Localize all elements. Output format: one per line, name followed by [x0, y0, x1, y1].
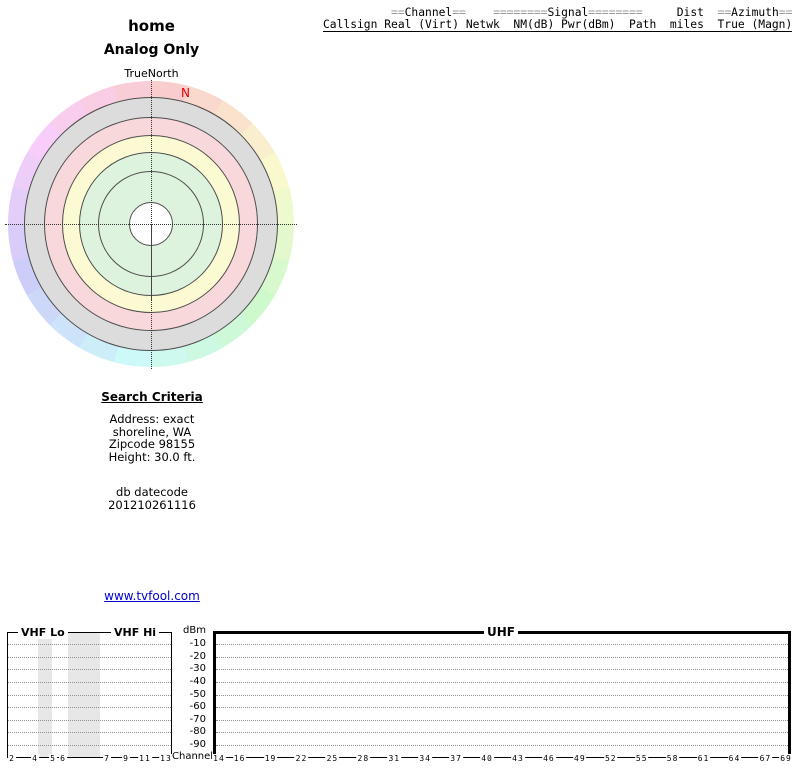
channel-tick: 52	[603, 754, 618, 763]
channel-tick: 13	[159, 754, 173, 763]
magnetic-north-label: N	[181, 86, 190, 100]
station-table-header: ==Channel== ========Signal======== Dist …	[323, 7, 792, 32]
vhf-hi-label: VHF Hi	[111, 626, 160, 639]
channel-tick: 16	[232, 754, 247, 763]
dbm-gridline	[216, 681, 788, 683]
dbm-gridline	[216, 745, 788, 747]
search-criteria-address: Address: exact	[109, 412, 195, 426]
vhf-lo-label: VHF Lo	[18, 626, 68, 639]
vhf-panel: VHF Lo VHF Hi 2 4 5 6 7 9 11 13	[7, 626, 173, 763]
dbm-gridline	[216, 707, 788, 709]
channel-tick: 31	[387, 754, 402, 763]
dbm-gridline	[216, 656, 788, 658]
channel-tick: 14	[212, 754, 226, 763]
dbm-tick-label: -50	[189, 688, 206, 700]
channel-tick: 19	[263, 754, 278, 763]
channel-tick: 49	[573, 754, 587, 763]
channel-tick: 7	[103, 754, 111, 763]
channel-tick: 55	[634, 754, 649, 763]
db-datecode-value: 201210261116	[108, 497, 196, 512]
page-title: home	[128, 17, 175, 35]
col-group-azimuth: Azimuth	[731, 6, 779, 19]
channel-tick: 6	[59, 754, 67, 763]
channel-tick: 67	[758, 754, 773, 763]
dbm-gridline	[8, 745, 171, 747]
db-datecode-label: db datecode	[116, 485, 188, 499]
signal-eq-right: ========	[588, 6, 643, 19]
dbm-gridline	[8, 644, 171, 645]
channel-tick: 37	[449, 754, 463, 763]
dbm-gridline	[8, 707, 171, 709]
db-datecode-block: db datecode 201210261116	[52, 486, 252, 511]
channel-tick: 4	[31, 754, 39, 763]
dbm-tick-label: -60	[189, 701, 206, 713]
channel-tick: 2	[8, 754, 16, 763]
dbm-unit-label: dBm	[183, 625, 206, 636]
uhf-label: UHF	[484, 625, 518, 639]
dbm-tick-label: -20	[189, 650, 206, 662]
azimuth-eq-right: ==	[778, 6, 793, 19]
channel-tick: 46	[542, 754, 556, 763]
table-header-group-row: ==Channel== ========Signal======== Dist …	[323, 7, 792, 19]
dbm-gridline	[8, 681, 171, 683]
channel-tick: 69	[779, 754, 793, 763]
search-criteria-section: Search Criteria Address: exact shoreline…	[52, 390, 252, 464]
dbm-tick-label: -80	[189, 726, 206, 738]
tvfool-link[interactable]: www.tvfool.com	[104, 589, 200, 603]
channel-tick: 28	[356, 754, 371, 763]
channel-tick: 58	[665, 754, 680, 763]
table-column-labels: Callsign Real (Virt) Netwk NM(dB) Pwr(dB…	[323, 17, 793, 32]
dbm-gridline	[8, 694, 171, 696]
channel-tick: 64	[727, 754, 742, 763]
dbm-tick-label: -90	[189, 739, 206, 751]
dbm-axis: -10 -20 -30 -40 -50 -60 -70 -80 -90	[174, 632, 206, 758]
dbm-gridline	[8, 732, 171, 734]
channel-tick: 61	[696, 754, 711, 763]
signal-eq-left: ========	[493, 6, 548, 19]
dbm-gridline	[216, 694, 788, 696]
channel-eq-right: ==	[452, 6, 466, 19]
true-north-label: TrueNorth	[124, 67, 179, 80]
search-criteria-zip: Zipcode 98155	[108, 437, 196, 452]
azimuth-eq-left: ==	[717, 6, 732, 19]
filter-label: Analog Only	[103, 42, 200, 58]
search-criteria-height: Height: 30.0 ft.	[108, 450, 196, 465]
dbm-tick-label: -70	[189, 713, 206, 725]
col-group-dist: Dist	[676, 6, 704, 19]
channel-axis-label: Channel	[172, 751, 214, 762]
dbm-gridline	[8, 719, 171, 721]
search-criteria-title: Search Criteria	[101, 390, 203, 404]
table-header-column-row: Callsign Real (Virt) Netwk NM(dB) Pwr(dB…	[323, 17, 793, 32]
col-group-signal: Signal	[547, 6, 589, 19]
channel-tick: 11	[138, 754, 152, 763]
channel-tick: 9	[122, 754, 130, 763]
channel-tick: 22	[294, 754, 309, 763]
channel-tick: 40	[480, 754, 494, 763]
channel-eq-left: ==	[391, 6, 405, 19]
dbm-gridline	[216, 719, 788, 721]
search-criteria-city: shoreline, WA	[112, 424, 192, 439]
dbm-gridline	[8, 669, 171, 671]
channel-tick: 5	[49, 754, 57, 763]
dbm-gridline	[8, 656, 171, 658]
tvfool-link-wrap: www.tvfool.com	[32, 589, 272, 603]
channel-tick: 25	[325, 754, 340, 763]
channel-tick: 34	[418, 754, 433, 763]
dbm-tick-label: -10	[189, 638, 206, 649]
south-radial-line	[151, 224, 152, 300]
col-group-channel: Channel	[404, 6, 453, 19]
dbm-gridline	[216, 669, 788, 671]
dbm-tick-label: -30	[189, 663, 206, 675]
uhf-panel: UHF 14 16 19 22 25 28 31 34 37 40 43 46 49 52 55 58 61 64…	[212, 625, 793, 763]
dbm-gridline	[216, 732, 788, 734]
dbm-tick-label: -40	[189, 675, 206, 687]
channel-tick: 43	[511, 754, 525, 763]
dbm-gridline	[216, 644, 788, 645]
